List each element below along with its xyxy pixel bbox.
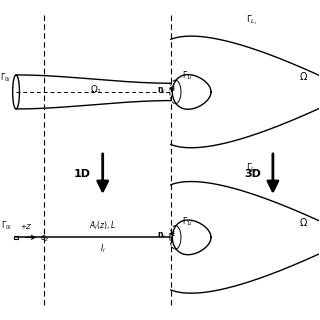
Text: $\Gamma_{1i}$: $\Gamma_{1i}$ [182,215,193,228]
Text: $\Gamma_{0i}$: $\Gamma_{0i}$ [1,219,12,232]
Text: $\Gamma_{0i}$: $\Gamma_{0i}$ [0,72,12,84]
Text: $\mathbf{n}_i$: $\mathbf{n}_i$ [156,85,165,96]
Text: $\Omega$: $\Omega$ [299,70,308,83]
Text: $\Omega_1$: $\Omega_1$ [90,83,103,96]
Bar [14,236,18,239]
Text: $\Omega$: $\Omega$ [299,216,308,228]
Text: $A_i(z), L$: $A_i(z), L$ [89,219,116,232]
Text: $+Z$: $+Z$ [20,221,33,230]
Text: $\Gamma_{L_i}$: $\Gamma_{L_i}$ [246,13,257,27]
Text: $\Gamma_{L_i}$: $\Gamma_{L_i}$ [246,162,257,175]
Text: $e_z$: $e_z$ [40,233,50,244]
Text: 3D: 3D [244,169,261,179]
Text: 1D: 1D [74,169,91,179]
Text: $\mathbf{n}_i$: $\mathbf{n}_i$ [156,231,165,241]
Text: $I_i$: $I_i$ [100,243,106,255]
Text: $\Gamma_{1i}$: $\Gamma_{1i}$ [182,69,193,82]
